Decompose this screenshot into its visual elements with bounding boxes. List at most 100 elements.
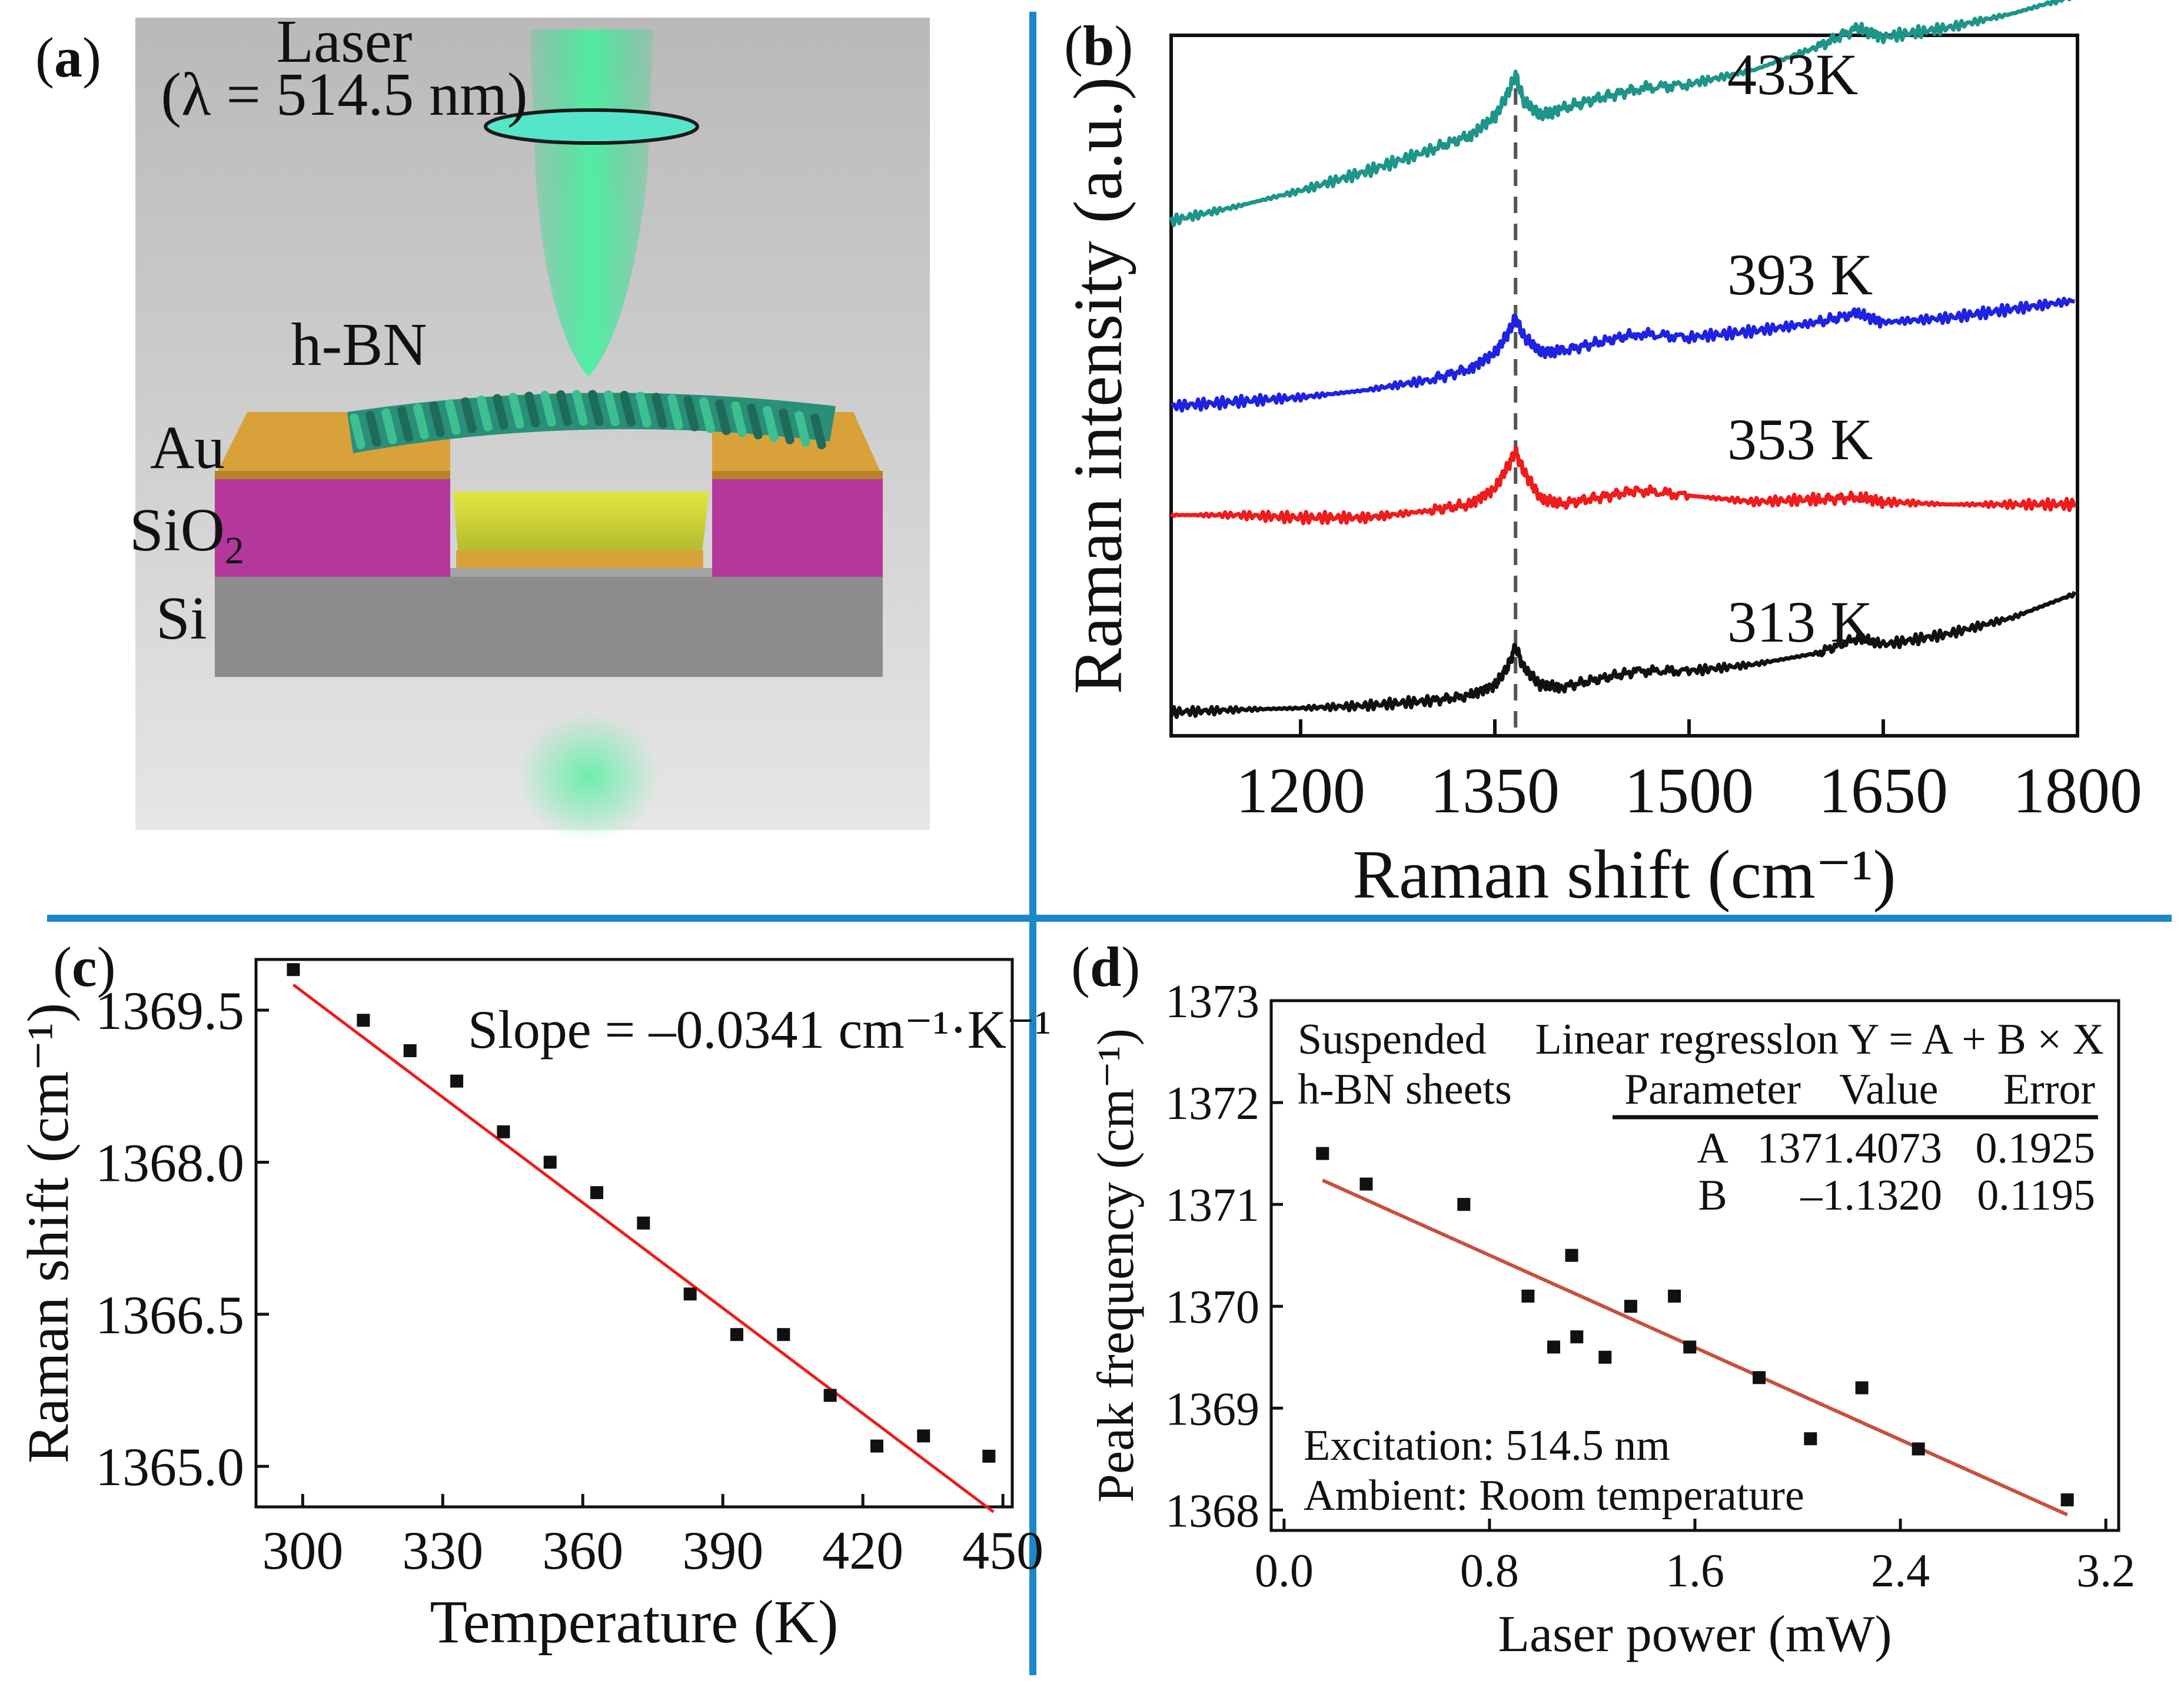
panel-c-y-axis-label: Raman shift (cm⁻¹) [15, 1003, 81, 1464]
hbn-stripe [413, 403, 429, 440]
panel-c-slope-annotation: Slope = –0.0341 cm⁻¹·K⁻¹ [468, 999, 1051, 1060]
hbn-stripe [461, 397, 477, 433]
hbn-stripe [810, 413, 826, 450]
hbn-stripe [556, 390, 572, 426]
panel-d-data-point [1521, 1289, 1535, 1303]
panel-d-condition-excitation: Excitation: 514.5 nm [1304, 1422, 1670, 1470]
hbn-stripe [620, 390, 636, 427]
panel-c-data-point [543, 1155, 557, 1169]
panel-d-table-header-error: Error [2003, 1065, 2095, 1114]
hbn-stripe [350, 413, 365, 450]
sio2-block-left [215, 477, 450, 577]
panel-b-raman-spectra: (b) 313 K 353 K 393 K 433K 1200 1350 1500 1650… [1059, 0, 2142, 913]
panel-c-data-point [497, 1125, 510, 1138]
panel-c-x-tick-label: 360 [542, 1520, 623, 1580]
panel-d-data-point [1855, 1381, 1869, 1394]
panel-b-x-axis-label: Raman shift (cm⁻¹) [1352, 836, 1896, 913]
panel-d-y-tick-label: 1371 [1165, 1180, 1259, 1231]
panel-b-frame [1169, 34, 2079, 738]
panel-b-ticks: 1200 1350 1500 1650 1800 [1236, 719, 2142, 826]
layer-label-si: Si [156, 585, 207, 652]
hbn-stripe [540, 390, 556, 427]
panel-d-x-tick-label: 1.6 [1666, 1545, 1724, 1597]
au-pad-right-edge [712, 471, 883, 479]
panel-d-x-tick-label: 0.8 [1460, 1545, 1519, 1597]
panel-d-table-header-value: Value [1839, 1065, 1939, 1114]
panel-c-x-tick-label: 390 [682, 1520, 763, 1580]
panel-d-power-shift: (d) 0.0 0.8 1.6 2.4 3.2 1368 1369 1370 1371 1372 1… [1071, 935, 2135, 1663]
panel-b-series-label: 393 K [1727, 242, 1873, 307]
panel-c-x-tick-label: 300 [262, 1520, 343, 1580]
panel-b-y-axis-label: Raman intensity (a.u.) [1059, 77, 1136, 695]
hbn-stripe [604, 390, 620, 426]
panel-c-y-tick-label: 1368.0 [95, 1133, 244, 1193]
trench-au-layer [456, 550, 703, 568]
hbn-stripe [477, 395, 493, 431]
panel-d-axes: 0.0 0.8 1.6 2.4 3.2 1368 1369 1370 1371 1372 1373 [1165, 976, 2135, 1597]
panel-d-data-point [1624, 1300, 1637, 1313]
panel-d-sample-note-line1: Suspended [1298, 1015, 1487, 1064]
sio2-block-right [712, 477, 883, 577]
panel-c-data-point [637, 1216, 650, 1230]
au-pad-left-edge [215, 471, 450, 479]
panel-c-data-point [403, 1044, 417, 1057]
panel-b-series-line [1169, 590, 2077, 719]
panel-c-data-point [450, 1074, 464, 1088]
panel-c-y-tick-label: 1369.5 [95, 981, 244, 1041]
panel-d-table-row-b-value: –1.1320 [1800, 1171, 1943, 1220]
panel-c-y-tick-label: 1365.0 [95, 1437, 244, 1497]
panel-d-table-row-b-param: B [1698, 1171, 1727, 1220]
panel-d-y-tick-label: 1368 [1165, 1485, 1259, 1537]
focusing-lens [484, 108, 699, 145]
panel-d-data-point [1912, 1442, 1925, 1456]
hbn-stripe [763, 406, 779, 442]
hbn-stripe [715, 399, 731, 436]
hbn-stripe [429, 401, 445, 437]
panel-c-axes: 300 330 360 390 420 450 1365.0 1366.5 1368.0 1369… [95, 958, 1043, 1580]
panel-d-y-tick-label: 1373 [1165, 976, 1259, 1028]
layer-label-sio2: SiO2 [129, 496, 244, 572]
hbn-stripe [588, 390, 604, 426]
layer-label-au: Au [150, 414, 225, 481]
laser-wavelength: (λ = 514.5 nm) [161, 61, 527, 128]
panel-c-data-point [777, 1328, 790, 1341]
panel-d-y-tick-label: 1369 [1165, 1383, 1259, 1435]
panel-c-data-point [287, 963, 300, 977]
panel-c-x-axis-label: Temperature (K) [430, 1588, 838, 1656]
hbn-stripe [524, 391, 540, 428]
panel-c-data-point [683, 1287, 697, 1301]
panel-d-x-tick-label: 3.2 [2076, 1545, 2135, 1597]
panel-d-table-header-parameter: Parameter [1624, 1065, 1801, 1114]
panel-c-temperature-shift: (c) 300 330 360 390 420 450 1365.0 1366.5 1368.0… [15, 935, 1051, 1656]
panel-b-label: (b) [1064, 14, 1133, 77]
panel-d-x-axis-label: Laser power (mW) [1498, 1606, 1892, 1663]
panel-c-data-point [982, 1449, 996, 1463]
panel-d-data-point [1565, 1248, 1578, 1262]
panel-b-series-line [1169, 445, 2077, 526]
panel-c-frame [254, 958, 1014, 1509]
panel-b-series-line [1169, 0, 2073, 227]
panel-d-data-point [1457, 1198, 1471, 1211]
panel-d-data-point [1547, 1340, 1560, 1354]
panel-b-x-tick-label: 1650 [1819, 755, 1948, 826]
panel-c-data-point [590, 1186, 604, 1200]
panel-c-label: (c) [53, 935, 116, 998]
trench-bottom [453, 492, 709, 568]
panel-d-data-point [2060, 1493, 2074, 1507]
hbn-lattice [350, 390, 826, 450]
panel-c-x-tick-label: 330 [402, 1520, 483, 1580]
panel-d-condition-ambient: Ambient: Room temperature [1304, 1472, 1804, 1520]
panel-d-table-row-a-error: 0.1925 [1976, 1124, 2096, 1173]
panel-c-data-point [870, 1439, 883, 1453]
panel-c-fit-line [292, 984, 995, 1513]
panel-c-y-tick-label: 1366.5 [95, 1285, 244, 1345]
panel-d-data-point [1570, 1330, 1584, 1344]
panel-b-series-label: 433K [1727, 42, 1858, 107]
panel-d-label: (d) [1071, 935, 1140, 998]
hbn-stripe [699, 397, 715, 433]
panel-d-x-tick-label: 0.0 [1255, 1545, 1314, 1597]
panel-b-x-tick-label: 1800 [2013, 755, 2142, 826]
hbn-stripe [731, 401, 747, 437]
panel-d-y-axis-label: Peak frequency (cm⁻¹) [1088, 1028, 1145, 1503]
